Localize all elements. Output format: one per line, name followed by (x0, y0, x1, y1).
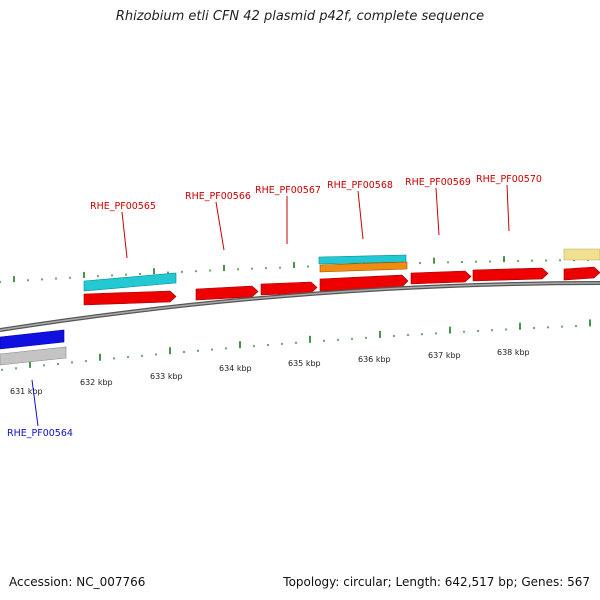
forward-cds-arrow (563, 266, 600, 281)
forward-cds-arrow (260, 281, 318, 296)
gene-label-leader (215, 201, 225, 251)
scale-label: 636 kbp (358, 355, 391, 364)
accession-label: Accession: NC_007766 (9, 575, 146, 589)
gene-bar-orange (319, 261, 408, 273)
forward-cds-arrow (472, 267, 549, 282)
gene-label: RHE_PF00565 (90, 201, 156, 212)
scale-label: 635 kbp (288, 359, 321, 368)
map-title: Rhizobium etli CFN 42 plasmid p42f, comp… (115, 9, 485, 24)
gene-label-leader (357, 190, 364, 240)
gene-label: RHE_PF00564 (7, 428, 73, 439)
gene-bar-cyan (83, 272, 177, 292)
gene-labels: RHE_PF00564 RHE_PF00565 RHE_PF00566 RHE_PF0… (7, 174, 542, 439)
scale-label: 632 kbp (80, 378, 113, 387)
gene-label-leader (121, 211, 128, 259)
gene-bar-khaki (563, 248, 600, 261)
backbone-highlight (0, 282, 600, 331)
forward-cds-arrow (195, 285, 259, 301)
forward-cds-arrow (410, 270, 472, 285)
gene-label: RHE_PF00569 (405, 177, 471, 188)
gene-label-leader (31, 379, 39, 427)
scale-labels: 631 kbp 632 kbp 633 kbp 634 kbp 635 kbp 636 k… (10, 348, 530, 396)
gene-label: RHE_PF00566 (185, 191, 251, 202)
forward-cds-arrow (83, 290, 177, 306)
outer-tick-track (0, 255, 589, 283)
backbone (0, 281, 600, 332)
gene-bar-gray (0, 346, 67, 366)
scale-label: 637 kbp (428, 351, 461, 360)
gene-label-leader (435, 187, 440, 236)
gene-label: RHE_PF00570 (476, 174, 542, 185)
inner-tick-track (1, 319, 591, 371)
summary-label: Topology: circular; Length: 642,517 bp; … (283, 575, 590, 589)
scale-label: 634 kbp (219, 364, 252, 373)
scale-label: 631 kbp (10, 387, 43, 396)
gene-label: RHE_PF00567 (255, 185, 321, 196)
gene-label-leader (506, 184, 510, 232)
scale-label: 638 kbp (497, 348, 530, 357)
gene-label: RHE_PF00568 (327, 180, 393, 191)
scale-label: 633 kbp (150, 372, 183, 381)
reverse-cds-bar (0, 329, 65, 350)
